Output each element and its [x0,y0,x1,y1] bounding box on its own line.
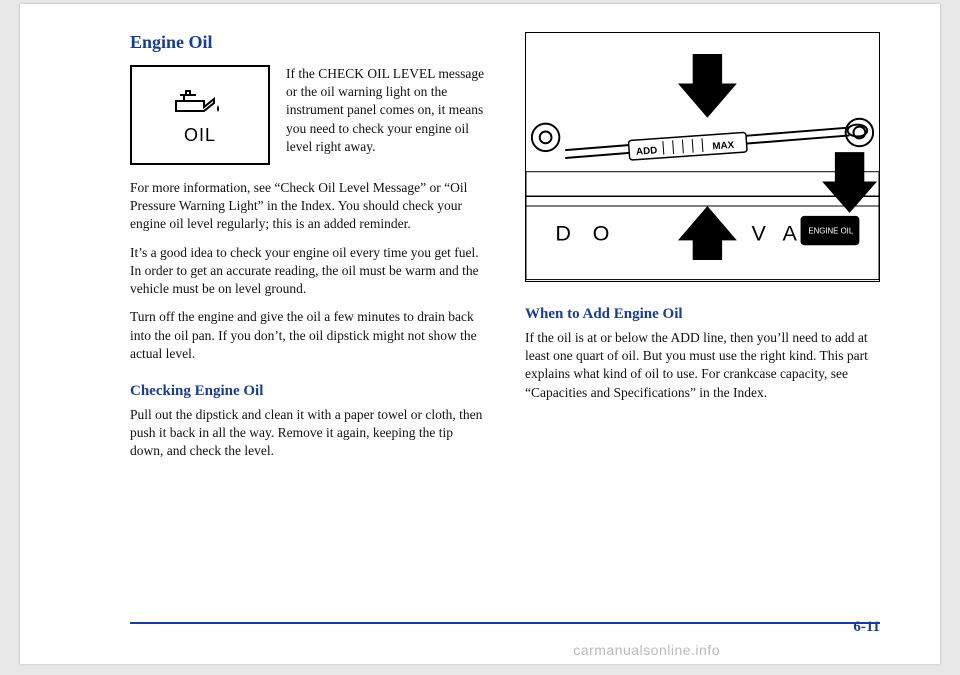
watermark: carmanualsonline.info [573,642,720,658]
arrow-down-icon [678,54,737,118]
manual-page: Engine Oil OIL If the CHECK OIL LEVEL me… [20,4,940,664]
oil-warning-icon-box: OIL [130,65,270,165]
page-number: 6-11 [853,619,880,636]
footer-rule [130,622,880,624]
oil-cap-label: ENGINE OIL [808,226,853,235]
intro-row: OIL If the CHECK OIL LEVEL message or th… [130,65,485,165]
section-title: Engine Oil [130,32,485,53]
engine-dipstick-figure: D O V A I ENGINE OIL [525,32,880,282]
paragraph: Pull out the dipstick and clean it with … [130,406,485,461]
subsection-title: Checking Engine Oil [130,383,485,400]
oil-icon-label: OIL [184,125,216,146]
subsection-title: When to Add Engine Oil [525,306,880,323]
engine-text: D O [555,220,617,245]
paragraph: It’s a good idea to check your engine oi… [130,244,485,299]
engine-illustration: D O V A I ENGINE OIL [526,33,879,281]
dipstick-max-label: MAX [712,140,735,153]
oil-can-icon [170,85,230,117]
paragraph: Turn off the engine and give the oil a f… [130,308,485,363]
left-column: Engine Oil OIL If the CHECK OIL LEVEL me… [130,32,485,597]
two-column-layout: Engine Oil OIL If the CHECK OIL LEVEL me… [130,32,880,597]
right-column: D O V A I ENGINE OIL [525,32,880,597]
dipstick-add-label: ADD [636,145,658,157]
intro-text: If the CHECK OIL LEVEL message or the oi… [286,65,485,165]
paragraph: For more information, see “Check Oil Lev… [130,179,485,234]
paragraph: If the oil is at or below the ADD line, … [525,329,880,402]
